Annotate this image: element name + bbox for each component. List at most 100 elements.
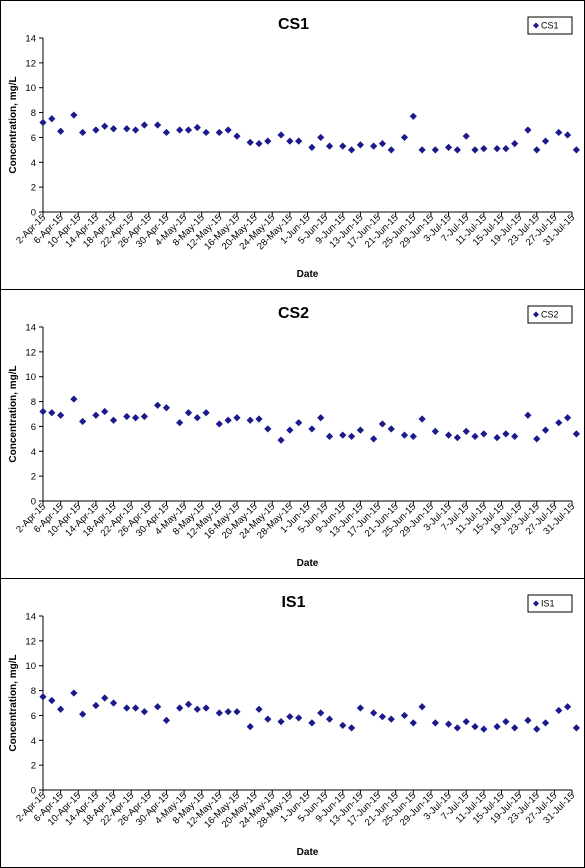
y-tick-label: 14 bbox=[25, 323, 36, 334]
data-point bbox=[453, 434, 461, 442]
data-point bbox=[140, 412, 148, 421]
data-point bbox=[308, 425, 316, 433]
data-point bbox=[409, 112, 417, 120]
data-point bbox=[347, 432, 356, 440]
data-point bbox=[286, 426, 294, 434]
data-point bbox=[317, 709, 325, 717]
data-point bbox=[533, 146, 541, 154]
y-tick-label: 8 bbox=[31, 108, 36, 119]
data-point bbox=[57, 705, 65, 713]
y-tick-label: 6 bbox=[31, 133, 36, 144]
data-point bbox=[48, 409, 56, 417]
data-point bbox=[308, 143, 316, 151]
data-point bbox=[255, 415, 263, 423]
data-point bbox=[339, 721, 347, 729]
data-point bbox=[123, 412, 131, 421]
data-point bbox=[92, 411, 100, 419]
data-point bbox=[109, 699, 118, 707]
data-point bbox=[400, 133, 409, 142]
data-point bbox=[92, 701, 100, 710]
data-point bbox=[572, 430, 581, 438]
data-point bbox=[295, 419, 303, 427]
data-point bbox=[409, 432, 417, 440]
data-point bbox=[224, 126, 232, 134]
data-point bbox=[524, 411, 532, 419]
y-tick-label: 2 bbox=[31, 183, 36, 194]
data-point bbox=[277, 718, 285, 726]
data-point bbox=[184, 409, 193, 417]
data-point bbox=[480, 430, 488, 438]
data-point bbox=[154, 121, 162, 129]
y-tick-label: 6 bbox=[31, 711, 36, 722]
data-point bbox=[387, 146, 395, 154]
data-point bbox=[39, 118, 47, 127]
data-point bbox=[79, 128, 87, 137]
data-point bbox=[277, 436, 285, 444]
y-tick-label: 4 bbox=[31, 447, 36, 458]
data-point bbox=[493, 145, 501, 153]
data-point bbox=[555, 419, 563, 427]
data-point bbox=[224, 416, 232, 424]
data-point bbox=[176, 419, 184, 427]
data-point bbox=[92, 126, 100, 134]
data-point bbox=[162, 404, 171, 412]
legend-marker bbox=[533, 311, 539, 318]
y-tick-label: 6 bbox=[31, 422, 36, 433]
data-point bbox=[418, 415, 426, 423]
data-point bbox=[325, 142, 334, 150]
legend-marker bbox=[533, 22, 539, 29]
data-point bbox=[202, 704, 210, 712]
data-point bbox=[176, 126, 184, 134]
data-point bbox=[233, 708, 241, 716]
data-point bbox=[215, 128, 223, 137]
y-tick-label: 10 bbox=[25, 83, 36, 94]
legend-label: CS1 bbox=[541, 21, 559, 31]
data-point bbox=[154, 401, 162, 409]
data-point bbox=[131, 704, 140, 712]
chart-svg: CS1024681012142-Apr-156-Apr-1510-Apr-151… bbox=[8, 16, 581, 280]
y-tick-label: 8 bbox=[31, 686, 36, 697]
data-point bbox=[233, 414, 241, 422]
data-point bbox=[264, 137, 272, 145]
data-point bbox=[325, 715, 334, 723]
data-point bbox=[462, 427, 470, 435]
data-point bbox=[193, 414, 201, 422]
data-point bbox=[502, 430, 510, 438]
legend: IS1 bbox=[527, 594, 573, 613]
legend-box bbox=[527, 16, 573, 35]
data-point bbox=[277, 131, 285, 139]
data-point bbox=[444, 431, 453, 439]
data-point bbox=[246, 723, 254, 731]
data-point bbox=[39, 693, 47, 701]
data-point bbox=[286, 137, 294, 145]
data-point bbox=[533, 725, 541, 733]
legend-box bbox=[527, 305, 573, 324]
data-point bbox=[502, 145, 510, 153]
data-point bbox=[224, 708, 232, 716]
data-point bbox=[162, 716, 171, 724]
data-point bbox=[356, 141, 364, 149]
data-point bbox=[541, 137, 550, 145]
x-axis-label: Date bbox=[297, 558, 319, 569]
data-point bbox=[511, 724, 519, 732]
data-point bbox=[154, 703, 162, 711]
data-point bbox=[493, 723, 501, 731]
chart-panel-is1: IS1 0 2 4 6 8 10 12 14 2-Apr-15 6-Apr-15 10-Apr-15 1… bbox=[0, 578, 585, 868]
data-point bbox=[295, 714, 303, 722]
data-point bbox=[101, 122, 109, 130]
data-point bbox=[48, 115, 56, 123]
data-point bbox=[444, 720, 453, 728]
data-point bbox=[57, 411, 65, 419]
data-point bbox=[378, 140, 387, 148]
data-point bbox=[418, 146, 426, 154]
data-point bbox=[502, 718, 510, 726]
data-point bbox=[471, 146, 479, 154]
y-tick-label: 14 bbox=[25, 612, 36, 623]
y-axis-label: Concentration, mg/L bbox=[8, 365, 19, 462]
data-point bbox=[264, 715, 272, 723]
data-point bbox=[325, 432, 334, 440]
data-point bbox=[255, 705, 263, 713]
series-CS2 bbox=[39, 395, 581, 444]
y-axis-label: Concentration, mg/L bbox=[8, 654, 19, 751]
data-point bbox=[511, 432, 519, 440]
